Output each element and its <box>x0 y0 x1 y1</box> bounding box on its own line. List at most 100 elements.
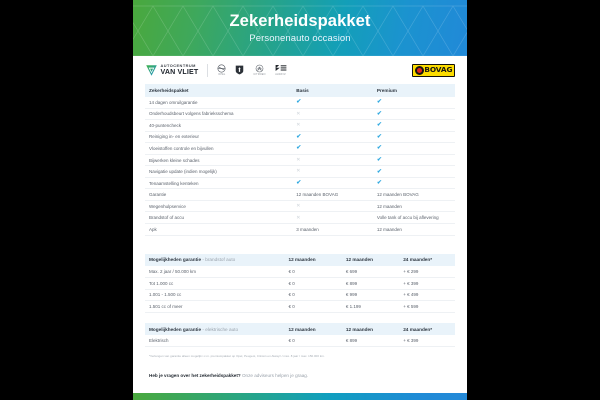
page-title: Zekerheidspakket <box>229 11 371 30</box>
feature-basis-cell: ✕ <box>292 108 373 121</box>
table-row: Elektrisch € 0 € 899 + € 399 <box>145 335 455 348</box>
feature-premium-cell: 12 maanden <box>372 223 455 236</box>
table-row: Garantie 12 maanden BOVAG 12 maanden BOVAG <box>145 188 455 201</box>
check-icon: ✔ <box>376 99 382 106</box>
price-cell-24m: + € 399 <box>399 277 455 290</box>
table-row: 40-puntencheck ✕ ✔ <box>145 119 455 132</box>
brand-name-top: AUTOCENTRUM <box>160 63 196 69</box>
check-icon: ✔ <box>376 122 382 129</box>
features-table-wrap: Zekerheidspakket Basis Premium 14 dagen … <box>133 84 467 236</box>
cta-answer: Onze adviseurs helpen je graag. <box>241 372 309 378</box>
cross-icon: ✕ <box>296 203 301 210</box>
table-row: Vloeistoffen controle en bijvullen ✔ ✔ <box>145 142 455 155</box>
table-row: Apk 3 maanden 12 maanden <box>145 223 455 236</box>
footnote: *Verlengen van garantie alleen mogelijk … <box>149 354 325 359</box>
citroen-caption: CITROEN <box>253 73 266 77</box>
check-icon: ✔ <box>296 99 302 106</box>
section-gap-2 <box>133 313 467 323</box>
price-cell-12m-premium: € 999 <box>341 289 400 302</box>
table-row: Tot 1.000 cc € 0 € 899 + € 399 <box>145 277 455 290</box>
section-gap-1 <box>133 236 467 254</box>
feature-basis-cell: 3 maanden <box>292 223 373 236</box>
peugeot-shield-icon <box>236 65 244 75</box>
peugeot-logo <box>235 65 244 75</box>
check-icon: ✔ <box>376 145 382 152</box>
check-icon: ✔ <box>376 168 382 175</box>
price-cell-12m-basis: € 0 <box>284 266 342 279</box>
cell-text: 3 maanden <box>296 226 319 232</box>
feature-premium-cell: 12 maanden BOVAG <box>372 188 455 201</box>
warranty-electric-table-wrap: Mogelijkheden garantie - elektrische aut… <box>133 322 467 348</box>
opel-mark-icon <box>217 64 226 73</box>
table-row: 14 dagen omruilgarantie ✔ ✔ <box>145 96 455 109</box>
warranty-electric-header-label: Mogelijkheden garantie - elektrische aut… <box>145 322 285 336</box>
warranty-fuel-header-row: Mogelijkheden garantie - brandstof auto … <box>145 253 455 267</box>
oem-logo-row: OPEL CITROEN <box>217 64 287 77</box>
price-cell-12m-basis: € 0 <box>284 277 342 290</box>
feature-basis-cell: 12 maanden BOVAG <box>292 188 373 201</box>
warranty-fuel-header-col1: 12 maanden <box>284 253 342 267</box>
check-icon: ✔ <box>376 180 382 187</box>
cta-question: Heb je vragen over het zekerheidspakket? <box>149 372 241 378</box>
check-icon: ✔ <box>376 110 382 117</box>
feature-label: Wegenhulpservice <box>145 200 293 213</box>
feature-label: 14 dagen omruilgarantie <box>145 96 293 109</box>
warranty-fuel-table-wrap: Mogelijkheden garantie - brandstof auto … <box>133 253 467 313</box>
cross-icon: ✕ <box>296 110 301 117</box>
table-row: Navigatie update (indien mogelijk) ✕ ✔ <box>145 165 455 178</box>
table-row: Max. 2 jaar / 50.000 km € 0 € 699 + € 299 <box>145 266 455 279</box>
feature-premium-cell: ✔ <box>372 154 455 167</box>
price-cell-12m-premium: € 699 <box>341 266 400 279</box>
price-row-label: 1.501 cc of meer <box>145 300 285 313</box>
cell-text: Volle tank of accu bij aflevering <box>376 215 439 221</box>
price-cell-24m: + € 399 <box>399 335 455 348</box>
check-icon: ✔ <box>376 133 382 140</box>
feature-basis-cell: ✕ <box>292 211 373 224</box>
price-cell-12m-basis: € 0 <box>284 289 342 302</box>
feature-premium-cell: ✔ <box>372 165 455 178</box>
feature-basis-cell: ✕ <box>292 119 373 132</box>
price-cell-12m-premium: € 899 <box>341 277 400 290</box>
cross-icon: ✕ <box>296 168 301 175</box>
brand-name-bottom: VAN VLIET <box>160 67 199 76</box>
feature-label: Reiniging in- en exterieur <box>145 131 293 144</box>
table-row: Onderhoudsbeurt volgens fabrieksschema ✕ ✔ <box>145 108 455 121</box>
cross-icon: ✕ <box>296 122 301 129</box>
feature-basis-cell: ✔ <box>292 142 373 155</box>
citroen-mark-icon <box>255 64 264 72</box>
feature-label: Apk <box>145 223 293 236</box>
feature-premium-cell: ✔ <box>372 96 455 109</box>
feature-label: Bijwerken kleine schades <box>145 154 293 167</box>
table-row: Bijwerken kleine schades ✕ ✔ <box>145 154 455 167</box>
zekerheidspakket-sheet: Zekerheidspakket Personenauto occasion <box>133 0 467 400</box>
feature-basis-cell: ✕ <box>292 200 373 213</box>
price-row-label: Tot 1.000 cc <box>145 277 285 290</box>
table-row: Tenaamstelling kenteken ✔ ✔ <box>145 177 455 190</box>
feature-basis-cell: ✕ <box>292 154 373 167</box>
logo-divider <box>207 63 209 77</box>
bovag-seal-icon <box>414 65 424 75</box>
opel-caption: OPEL <box>218 73 226 77</box>
alwayz-mark-icon <box>275 65 286 72</box>
autocentrum-van-vliet-logo: AUTOCENTRUM VAN VLIET <box>145 64 198 77</box>
alwayz-logo: ALWAYZ <box>275 64 287 76</box>
warranty-fuel-table: Mogelijkheden garantie - brandstof auto … <box>145 253 455 313</box>
cross-icon: ✕ <box>296 156 301 163</box>
feature-basis-cell: ✔ <box>292 96 373 109</box>
feature-premium-cell: Volle tank of accu bij aflevering <box>372 211 455 224</box>
warranty-fuel-header-main: Mogelijkheden garantie <box>149 257 202 263</box>
feature-basis-cell: ✔ <box>292 177 373 190</box>
warranty-electric-header-row: Mogelijkheden garantie - elektrische aut… <box>145 322 455 336</box>
feature-label: Garantie <box>145 188 293 201</box>
table-row: Brandstof of accu ✕ Volle tank of accu bij… <box>145 211 455 224</box>
check-icon: ✔ <box>296 133 302 140</box>
price-cell-12m-premium: € 899 <box>341 335 400 348</box>
feature-label: Onderhoudsbeurt volgens fabrieksschema <box>145 108 293 121</box>
feature-label: 40-puntencheck <box>145 119 293 132</box>
bovag-badge: BOVAG <box>412 63 455 77</box>
feature-premium-cell: 12 maanden <box>372 200 455 213</box>
feature-premium-cell: ✔ <box>372 119 455 132</box>
price-cell-24m: + € 499 <box>399 289 455 302</box>
features-header-label: Zekerheidspakket <box>145 84 293 97</box>
